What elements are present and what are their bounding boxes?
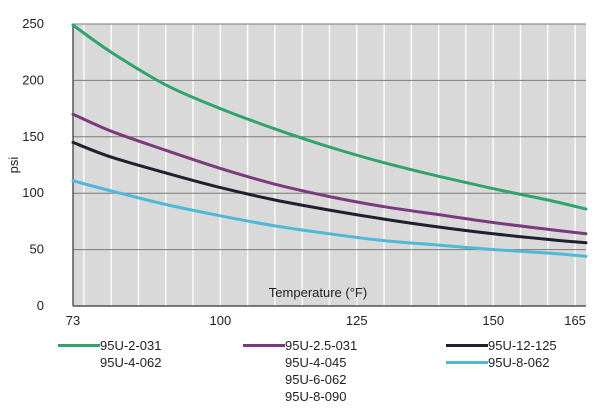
y-tick-label: 50 [30, 242, 44, 257]
x-axis-label: Temperature (°F) [269, 285, 367, 300]
legend-label: 95U-8-090 [285, 389, 347, 404]
legend-label: 95U-6-062 [285, 372, 347, 387]
legend-swatch [446, 344, 488, 347]
x-tick-label: 100 [209, 313, 231, 328]
y-tick-label: 250 [22, 16, 44, 31]
y-axis-label: psi [6, 157, 21, 174]
series-line [71, 179, 588, 258]
y-tick-label: 200 [22, 72, 44, 87]
series-lines [71, 23, 588, 258]
legend: 95U-2-031 95U-4-062 95U-2.5-031 95U-4-045 95… [0, 337, 602, 415]
y-tick-label: 150 [22, 129, 44, 144]
legend-label: 95U-2.5-031 [285, 338, 358, 353]
series-line [71, 23, 588, 211]
series-line [71, 140, 588, 245]
legend-swatch [58, 344, 100, 347]
x-tick-labels: 73 100 125 150 165 [66, 313, 586, 328]
x-tick-label: 150 [482, 313, 504, 328]
legend-label: 95U-8-062 [488, 355, 550, 370]
legend-label: 95U-4-045 [285, 355, 347, 370]
legend-swatch [446, 361, 488, 364]
series-line [71, 112, 588, 236]
legend-swatch [243, 344, 285, 347]
y-tick-label: 0 [37, 298, 44, 313]
legend-label: 95U-12-125 [488, 338, 557, 353]
x-tick-label: 73 [66, 313, 80, 328]
y-tick-label: 100 [22, 185, 44, 200]
y-tick-labels: 0 50 100 150 200 250 [22, 16, 44, 313]
x-tick-label: 125 [346, 313, 368, 328]
x-tick-label: 165 [564, 313, 586, 328]
legend-label: 95U-4-062 [100, 355, 162, 370]
legend-label: 95U-2-031 [100, 338, 162, 353]
